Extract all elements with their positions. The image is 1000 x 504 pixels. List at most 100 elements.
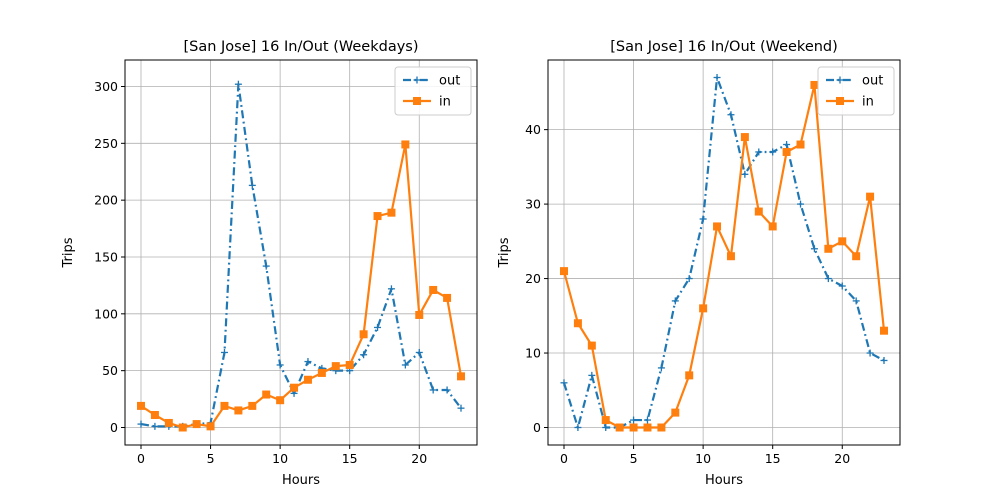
data-point-plus-marker [852, 297, 860, 305]
x-tick-label: 10 [695, 451, 711, 466]
data-point-square-marker [852, 252, 861, 261]
data-point-plus-marker [360, 351, 368, 359]
data-point-plus-marker [443, 386, 451, 394]
y-tick-label: 0 [533, 420, 541, 435]
series-in [137, 140, 465, 432]
data-point-plus-marker [741, 170, 749, 178]
data-point-square-marker [415, 310, 424, 319]
data-point-plus-marker [602, 424, 610, 431]
data-point-plus-marker [248, 181, 256, 189]
data-point-square-marker [345, 360, 354, 369]
y-axis: 0 10 20 30 40 [525, 122, 548, 435]
y-tick-label: 250 [94, 136, 118, 151]
data-point-square-marker [164, 418, 173, 427]
data-point-square-marker [587, 341, 596, 350]
data-point-square-marker [573, 319, 582, 328]
data-point-plus-marker [797, 200, 805, 208]
data-point-square-marker [373, 212, 382, 221]
data-point-square-marker [685, 371, 694, 380]
data-point-plus-marker [880, 356, 888, 364]
data-point-plus-marker [457, 404, 465, 412]
series-line-out [140, 83, 462, 428]
data-point-plus-marker [810, 245, 818, 253]
data-point-plus-marker [727, 111, 735, 119]
y-tick-label: 50 [102, 363, 118, 378]
data-point-plus-marker [657, 364, 665, 372]
data-point-plus-marker [643, 416, 651, 424]
data-point-plus-marker [374, 323, 382, 331]
data-point-square-marker [387, 208, 396, 217]
data-point-plus-marker [574, 424, 582, 431]
data-point-plus-marker [866, 349, 874, 357]
data-point-square-marker [457, 372, 465, 381]
data-point-plus-marker [769, 148, 777, 156]
data-point-plus-marker [137, 420, 145, 428]
y-axis-label: Trips [61, 237, 76, 268]
x-tick-label: 15 [765, 451, 781, 466]
y-tick-label: 30 [525, 197, 541, 212]
legend-item-out: out [403, 74, 460, 89]
data-point-plus-marker [685, 275, 693, 283]
x-axis: 0 5 10 15 20 [560, 445, 850, 466]
x-axis-label: Hours [705, 473, 743, 488]
data-point-square-marker [290, 383, 299, 392]
data-point-plus-marker [262, 262, 270, 270]
grid-lines [125, 60, 477, 445]
legend-label: out [439, 74, 460, 89]
legend-label: out [862, 74, 883, 89]
data-point-square-marker [560, 267, 568, 276]
data-point-plus-marker [783, 141, 791, 149]
y-tick-label: 100 [94, 306, 118, 321]
x-tick-label: 5 [207, 451, 215, 466]
data-point-square-marker [880, 326, 888, 335]
x-axis-label: Hours [282, 473, 320, 488]
data-point-plus-marker [401, 361, 409, 369]
data-point-square-marker [220, 401, 229, 410]
data-point-plus-marker [387, 285, 395, 293]
x-axis: 0 5 10 15 20 [137, 445, 427, 466]
x-tick-label: 20 [834, 451, 850, 466]
x-tick-label: 20 [411, 451, 427, 466]
series-out [560, 74, 888, 431]
data-point-square-marker [768, 222, 777, 231]
data-point-square-marker [810, 80, 819, 89]
data-point-plus-marker [234, 80, 242, 88]
legend-label: in [439, 95, 451, 110]
x-tick-label: 15 [342, 451, 358, 466]
data-point-square-marker [262, 390, 271, 399]
data-point-square-marker [713, 222, 722, 231]
data-point-square-marker [413, 97, 421, 105]
data-point-plus-marker [588, 371, 596, 379]
data-point-square-marker [699, 304, 708, 313]
data-point-square-marker [234, 406, 243, 415]
data-point-square-marker [443, 293, 452, 302]
data-point-plus-marker [415, 348, 423, 356]
plot-frame [124, 59, 478, 446]
data-point-square-marker [796, 140, 805, 149]
data-point-square-marker [726, 252, 735, 261]
data-point-square-marker [192, 420, 201, 429]
data-point-plus-marker [151, 422, 159, 430]
data-point-square-marker [331, 362, 340, 371]
data-point-square-marker [206, 422, 215, 431]
data-point-square-marker [178, 423, 187, 432]
data-point-plus-marker [276, 361, 284, 369]
series-in [560, 80, 888, 432]
chart-title: [San Jose] 16 In/Out (Weekend) [610, 39, 838, 55]
y-tick-label: 0 [110, 420, 118, 435]
data-point-plus-marker [713, 74, 721, 81]
x-tick-label: 0 [137, 451, 145, 466]
data-point-plus-marker [560, 379, 568, 387]
data-point-square-marker [657, 423, 666, 432]
data-point-plus-marker [429, 386, 437, 394]
y-tick-label: 10 [525, 346, 541, 361]
y-tick-label: 300 [94, 79, 118, 94]
x-tick-label: 0 [560, 451, 568, 466]
data-point-square-marker [615, 423, 624, 432]
legend-item-in: in [403, 95, 451, 110]
data-point-square-marker [824, 244, 833, 253]
grid-lines [548, 60, 900, 445]
data-point-plus-marker [304, 358, 312, 366]
